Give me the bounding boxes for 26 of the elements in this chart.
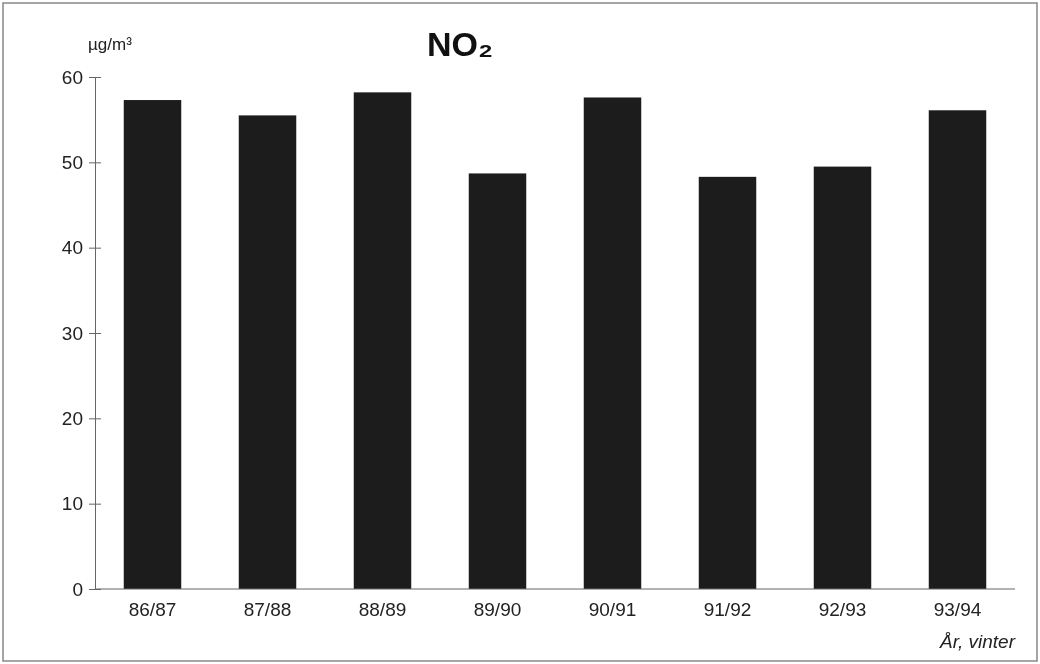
bar bbox=[583, 97, 642, 589]
bar bbox=[468, 173, 527, 589]
x-tick-label: 86/87 bbox=[128, 599, 177, 621]
y-tick-label: 30 bbox=[61, 322, 83, 344]
x-tick-label: 93/94 bbox=[933, 599, 982, 621]
bar bbox=[123, 100, 182, 589]
y-axis-title: µg/m³ bbox=[88, 35, 133, 54]
x-tick-label: 92/93 bbox=[818, 599, 867, 621]
x-tick-label: 87/88 bbox=[243, 599, 292, 621]
x-axis-title: År, vinter bbox=[939, 631, 1016, 652]
bar bbox=[353, 92, 412, 589]
y-tick-label: 10 bbox=[61, 493, 83, 515]
bar bbox=[238, 115, 297, 589]
x-tick-label: 88/89 bbox=[358, 599, 407, 621]
x-tick-label: 90/91 bbox=[588, 599, 637, 621]
x-tick-label: 89/90 bbox=[473, 599, 522, 621]
x-tick-label: 91/92 bbox=[703, 599, 752, 621]
y-tick-label: 40 bbox=[61, 237, 83, 259]
y-tick-label: 60 bbox=[61, 66, 83, 88]
bar bbox=[813, 166, 872, 589]
y-tick-label: 0 bbox=[72, 578, 83, 600]
bar bbox=[928, 110, 987, 589]
y-tick-label: 50 bbox=[61, 151, 83, 173]
bar bbox=[698, 176, 757, 589]
chart-title: NO₂ bbox=[426, 25, 494, 63]
y-tick-label: 20 bbox=[61, 407, 83, 429]
